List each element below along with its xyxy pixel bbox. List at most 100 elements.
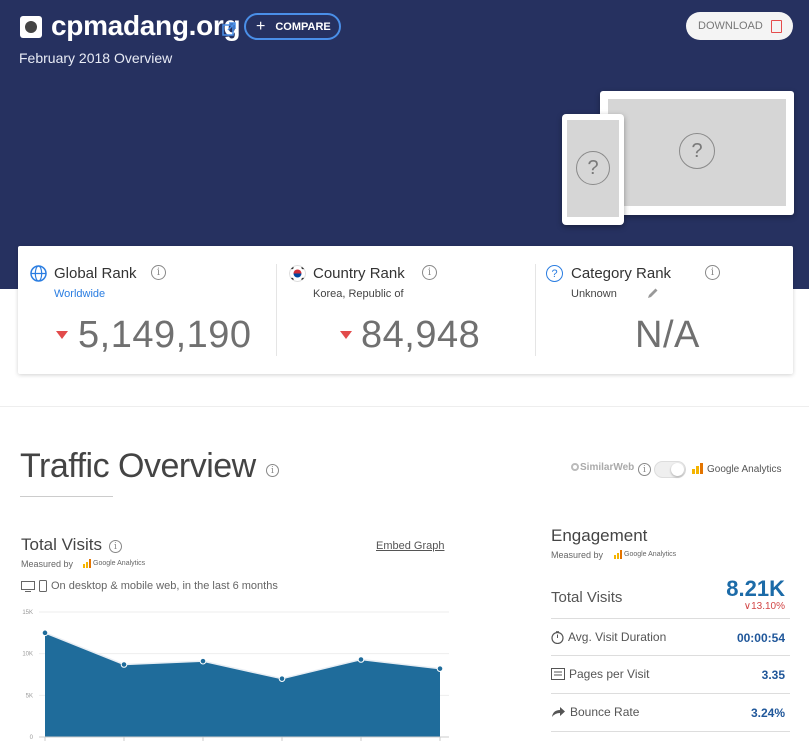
google-analytics-logo-icon (692, 463, 703, 474)
info-icon[interactable]: i (151, 265, 166, 280)
mobile-icon (39, 580, 47, 592)
down-arrow-icon (340, 331, 352, 339)
country-rank-value: 84,948 (361, 314, 481, 356)
external-link-icon[interactable] (222, 22, 236, 36)
question-icon: ? (576, 151, 610, 185)
divider (276, 264, 277, 356)
google-analytics-logo-icon (614, 550, 622, 559)
compare-label: COMPARE (275, 20, 331, 33)
mobile-preview: ? (562, 114, 624, 225)
country-rank: Country Rank i Korea, Republic of 84,948 (277, 246, 535, 374)
total-visits-change-value: 13.10% (751, 601, 785, 612)
y-tick-label: 5K (26, 693, 33, 699)
pages-label: Pages per Visit (569, 667, 650, 681)
section-title: Traffic Overview (20, 447, 256, 486)
data-point (199, 657, 207, 665)
category-name: Unknown (571, 288, 617, 300)
total-visits-change: ∨13.10% (744, 601, 785, 612)
engagement-pages-per-visit: Pages per Visit 3.35 (551, 656, 790, 694)
total-visits-title: Total Visits (21, 535, 102, 554)
engagement-avg-duration: Avg. Visit Duration 00:00:54 (551, 619, 790, 656)
engagement-bounce-rate: Bounce Rate 3.24% (551, 694, 790, 732)
down-arrow-icon (56, 331, 68, 339)
pdf-icon (770, 19, 782, 33)
pages-icon (551, 668, 565, 680)
devices-note: On desktop & mobile web, in the last 6 m… (21, 580, 278, 592)
data-point (41, 629, 49, 637)
avg-duration-label: Avg. Visit Duration (568, 630, 667, 644)
total-visits-label: Total Visits (551, 589, 623, 606)
site-favicon-icon (20, 16, 42, 38)
google-analytics-small-label: Google Analytics (93, 560, 146, 567)
question-icon: ? (679, 133, 715, 169)
data-source-toggle[interactable] (654, 461, 686, 478)
category-rank: ? Category Rank i Unknown N/A (536, 246, 793, 374)
download-label: DOWNLOAD (698, 20, 763, 32)
rank-card: Global Rank i Worldwide 5,149,190 Countr… (18, 246, 793, 374)
y-tick-label: 10K (22, 652, 33, 658)
data-point (436, 665, 444, 672)
google-analytics-logo-icon (83, 559, 91, 568)
engagement-total-visits: Total Visits 8.21K ∨13.10% (551, 572, 790, 619)
bounce-value: 3.24% (750, 706, 785, 720)
visits-line (44, 632, 441, 680)
bounce-label-wrap: Bounce Rate (551, 705, 639, 719)
info-icon[interactable]: i (109, 540, 122, 553)
plus-icon: + (256, 17, 266, 35)
embed-graph-link[interactable]: Embed Graph (376, 540, 445, 552)
category-rank-value: N/A (635, 314, 700, 356)
google-analytics-small-label: Google Analytics (624, 551, 677, 558)
avg-duration-value: 00:00:54 (736, 631, 785, 645)
country-name: Korea, Republic of (313, 288, 404, 300)
total-visits-value: 8.21K (726, 576, 785, 601)
global-rank-scope: Worldwide (54, 288, 106, 300)
pages-label-wrap: Pages per Visit (551, 667, 650, 681)
data-point (357, 656, 365, 663)
section-divider (0, 406, 809, 407)
download-button[interactable]: DOWNLOAD (686, 12, 793, 40)
data-point (278, 675, 286, 682)
similarweb-source-label[interactable]: SimilarWeb (571, 462, 634, 473)
measured-by-label: Measured by (551, 550, 604, 560)
google-analytics-source-label[interactable]: Google Analytics (707, 464, 782, 475)
global-rank: Global Rank i Worldwide 5,149,190 (18, 246, 276, 374)
desktop-icon (21, 580, 35, 592)
site-domain[interactable]: cpmadang.org (51, 10, 241, 41)
data-point (120, 661, 128, 668)
global-rank-value: 5,149,190 (78, 314, 252, 356)
measured-by-label: Measured by (21, 559, 74, 569)
desktop-preview: ? (600, 91, 794, 215)
total-visits-chart[interactable]: 15K 10K 5K 0 (19, 605, 449, 748)
category-rank-title: Category Rank (571, 265, 672, 282)
stopwatch-icon (551, 630, 564, 644)
desktop-screenshot-placeholder: ? (608, 99, 786, 206)
globe-icon (30, 265, 47, 282)
avg-duration-label-wrap: Avg. Visit Duration (551, 630, 666, 644)
info-icon[interactable]: i (266, 464, 279, 477)
bounce-arrow-icon (552, 707, 565, 717)
y-tick-label: 0 (30, 735, 34, 741)
info-icon[interactable]: i (638, 463, 651, 476)
divider (535, 264, 536, 356)
edit-pencil-icon[interactable] (647, 287, 659, 299)
info-icon[interactable]: i (422, 265, 437, 280)
info-icon[interactable]: i (705, 265, 720, 280)
compare-button[interactable]: + COMPARE (244, 13, 341, 40)
question-icon: ? (546, 265, 563, 282)
korea-flag-icon (289, 265, 306, 282)
pages-value: 3.35 (761, 668, 785, 682)
country-rank-title: Country Rank (313, 265, 405, 282)
engagement-title: Engagement (551, 526, 648, 545)
overview-period: February 2018 Overview (19, 50, 173, 66)
bounce-label: Bounce Rate (570, 705, 640, 719)
devices-note-text: On desktop & mobile web, in the last 6 m… (51, 580, 278, 592)
title-underline (20, 496, 113, 497)
traffic-overview-title: Traffic Overview (20, 447, 256, 485)
mobile-screenshot-placeholder: ? (567, 120, 619, 217)
similarweb-logo-icon (571, 463, 579, 471)
similarweb-label: SimilarWeb (580, 462, 635, 473)
visits-area (45, 632, 440, 737)
down-chevron-icon: ∨ (743, 601, 752, 612)
y-tick-label: 15K (22, 610, 33, 616)
global-rank-title: Global Rank (54, 265, 137, 282)
